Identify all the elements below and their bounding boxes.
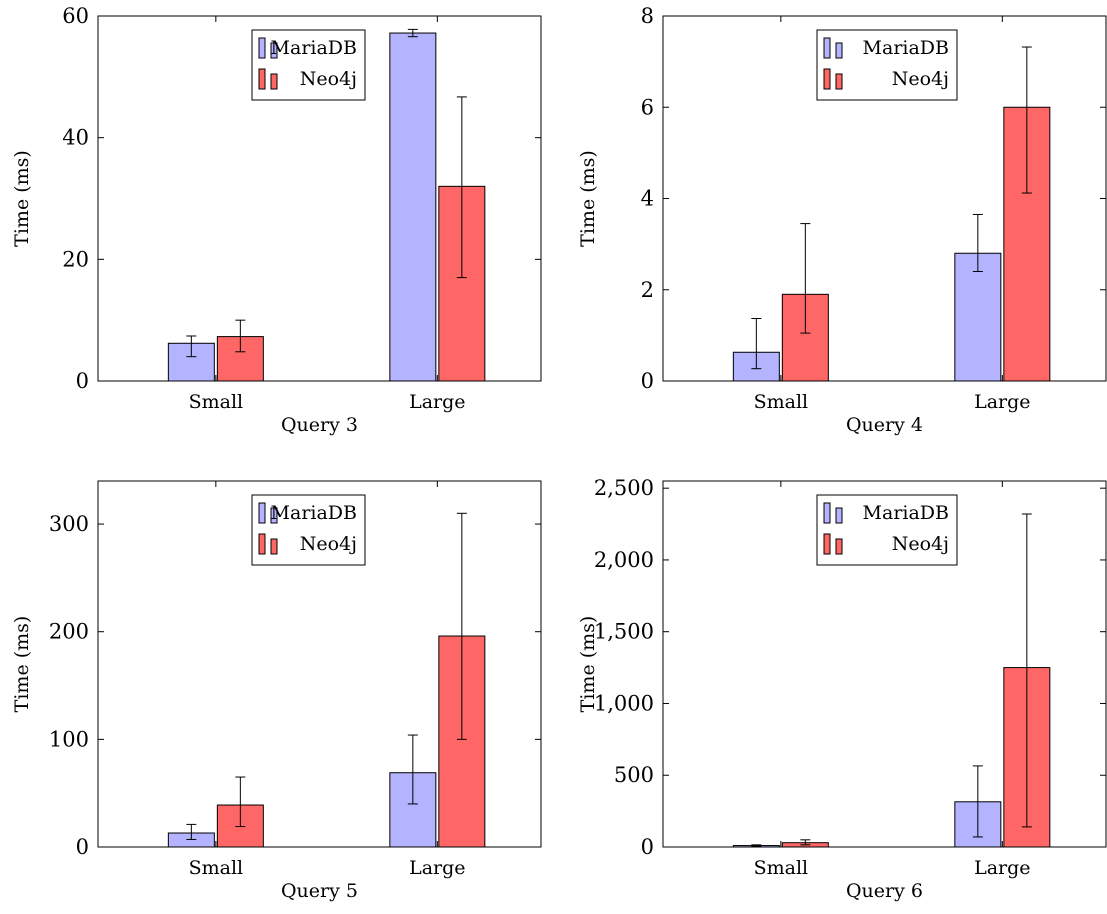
legend-label: MariaDB [863, 502, 949, 524]
plot-frame [97, 15, 542, 382]
x-axis-title: Query 3 [281, 414, 358, 436]
y-tick-label: 20 [62, 247, 89, 271]
legend-label: MariaDB [863, 37, 949, 59]
y-axis-title: Time (ms) [11, 150, 33, 247]
y-tick-label: 0 [76, 369, 89, 393]
legend-swatch [258, 37, 266, 59]
legend-label: MariaDB [271, 37, 357, 59]
x-tick-label: Large [974, 857, 1030, 879]
y-tick-label: 500 [614, 763, 654, 787]
y-tick-label: 2,000 [594, 548, 654, 572]
legend-swatch [270, 42, 278, 59]
legend-swatch [835, 507, 843, 524]
y-tick-label: 300 [49, 512, 89, 536]
legend-label: Neo4j [892, 68, 949, 90]
x-tick-label: Large [409, 391, 465, 413]
bar-mariadb-large [389, 32, 437, 382]
x-axis-title: Query 4 [846, 414, 923, 436]
y-tick-label: 4 [641, 187, 654, 211]
y-tick-label: 2,500 [594, 476, 654, 500]
plot-frame [662, 480, 1107, 848]
chart-panel-1: 0 20 40 60 Small Large Query 3 Time (ms) MariaDB… [11, 4, 542, 436]
y-tick-label: 8 [641, 4, 654, 28]
y-tick-label: 0 [641, 835, 654, 859]
bar-mariadb-large [954, 252, 1002, 382]
y-tick-label: 60 [62, 4, 89, 28]
x-tick-label: Large [974, 391, 1030, 413]
legend-swatch [270, 538, 278, 555]
legend-swatch [270, 73, 278, 90]
y-tick-label: 1,000 [594, 691, 654, 715]
legend-label: Neo4j [892, 533, 949, 555]
x-tick-label: Small [189, 857, 244, 879]
legend-swatch [823, 37, 831, 59]
legend-swatch [270, 507, 278, 524]
legend: MariaDB Neo4j [816, 494, 958, 566]
legend-swatch [823, 533, 831, 555]
legend: MariaDB Neo4j [251, 494, 366, 566]
y-tick-label: 40 [62, 126, 89, 150]
x-axis-title: Query 5 [281, 880, 358, 902]
y-axis-title: Time (ms) [577, 150, 599, 247]
legend-swatch [258, 533, 266, 555]
x-tick-label: Large [409, 857, 465, 879]
legend-box [251, 494, 366, 566]
legend-swatch [823, 502, 831, 524]
legend-swatch [835, 42, 843, 59]
legend-swatch [258, 502, 266, 524]
y-tick-label: 1,500 [594, 620, 654, 644]
legend-label: Neo4j [300, 533, 357, 555]
plot-frame [97, 480, 542, 848]
y-tick-label: 200 [49, 620, 89, 644]
chart-panel-3: 0 100 200 300 Small Large Query 5 Time (ms) Mari… [11, 480, 542, 902]
y-tick-label: 100 [49, 727, 89, 751]
x-tick-label: Small [754, 391, 809, 413]
x-tick-label: Small [189, 391, 244, 413]
y-tick-label: 6 [641, 95, 654, 119]
chart-panel-4: 0 500 1,000 1,500 2,000 2,500 Small Large Query … [577, 476, 1107, 902]
legend-swatch [258, 68, 266, 90]
legend-swatch [835, 538, 843, 555]
legend-swatch [835, 73, 843, 90]
chart-panel-2: 0 2 4 6 8 Small Large Query 4 Time (ms) MariaDB Ne… [577, 4, 1107, 436]
legend-label: Neo4j [300, 68, 357, 90]
legend-label: MariaDB [271, 502, 357, 524]
y-tick-label: 0 [76, 835, 89, 859]
y-tick-label: 0 [641, 369, 654, 393]
y-axis-title: Time (ms) [577, 616, 599, 713]
y-axis-title: Time (ms) [11, 616, 33, 713]
legend-swatch [823, 68, 831, 90]
y-tick-label: 2 [641, 278, 654, 302]
legend: MariaDB Neo4j [251, 29, 366, 101]
x-tick-label: Small [754, 857, 809, 879]
legend: MariaDB Neo4j [816, 29, 958, 101]
x-axis-title: Query 6 [846, 880, 923, 902]
